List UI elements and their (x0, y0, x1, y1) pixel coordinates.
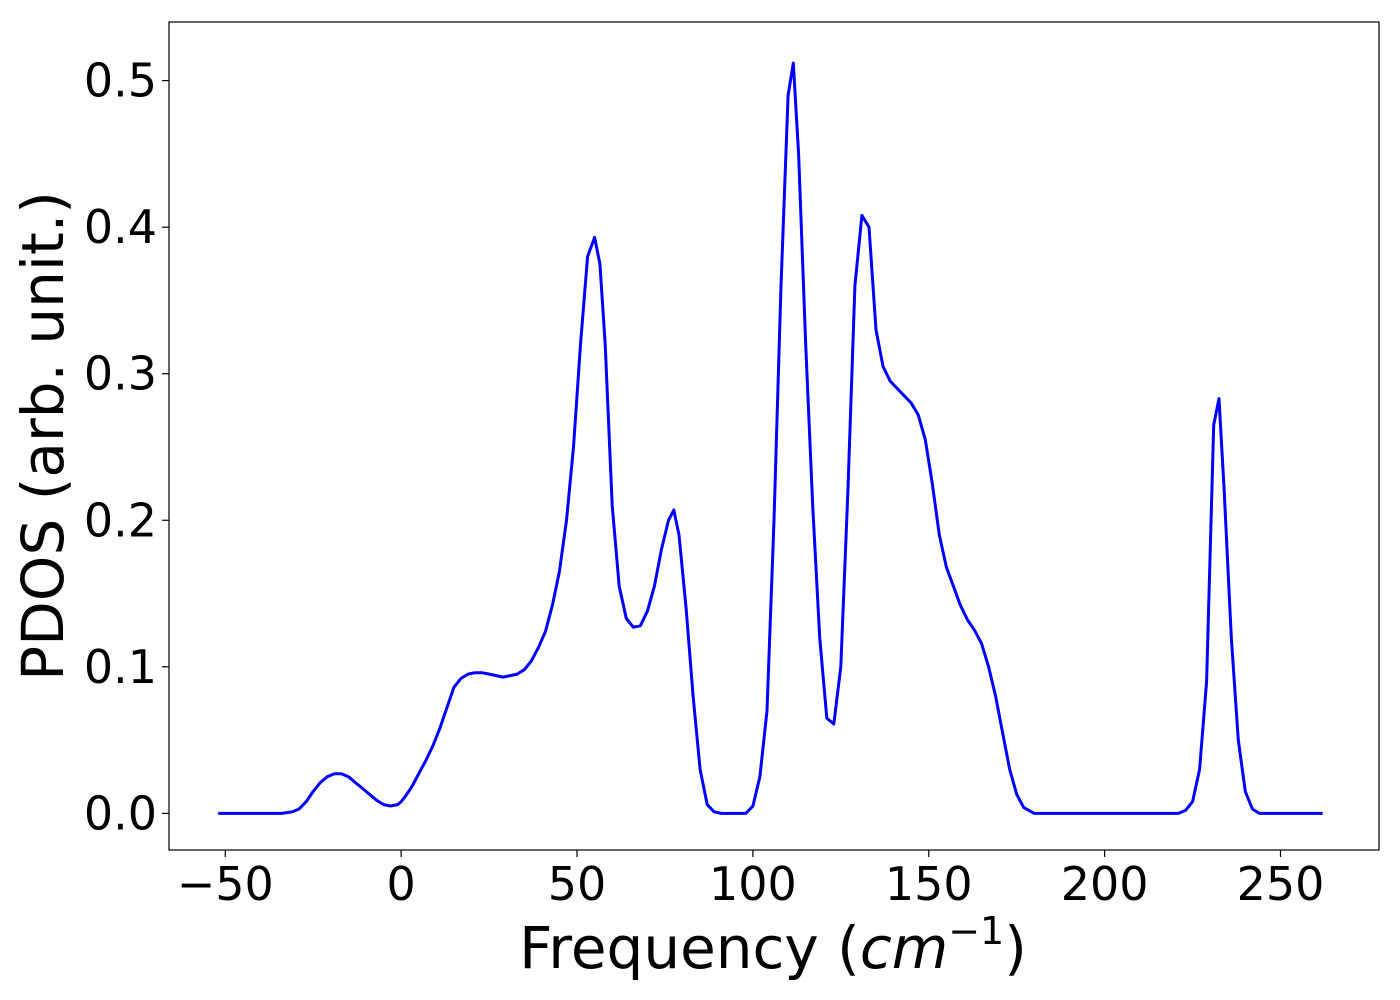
plot-frame (168, 21, 1380, 851)
x-axis-label-unit: cm (860, 914, 948, 982)
y-tick-label: 0.5 (84, 54, 157, 108)
x-tick-label: −50 (177, 857, 274, 911)
y-tick-label: 0.3 (84, 347, 157, 401)
x-axis-label-suffix: ) (1004, 914, 1027, 982)
y-axis-ticks: 0.0 0.1 0.2 0.3 0.4 0.5 (84, 54, 169, 840)
y-tick-label: 0.0 (84, 786, 157, 840)
series-group (218, 61, 1323, 815)
x-axis-label-prefix: Frequency ( (519, 914, 860, 982)
x-axis-label: Frequency (cm−1) (519, 909, 1027, 982)
pdos-series-line (218, 61, 1323, 815)
y-axis-label: PDOS (arb. unit.) (9, 191, 77, 681)
x-axis-label-exponent: −1 (948, 909, 1004, 953)
y-tick-label: 0.2 (84, 493, 157, 547)
x-tick-label: 0 (387, 857, 416, 911)
x-tick-label: 50 (548, 857, 607, 911)
x-tick-label: 200 (1061, 857, 1149, 911)
x-tick-label: 150 (885, 857, 973, 911)
y-tick-label: 0.1 (84, 640, 157, 694)
x-axis-ticks: −50 0 50 100 150 200 250 (177, 850, 1325, 911)
x-tick-label: 100 (709, 857, 797, 911)
y-tick-label: 0.4 (84, 200, 157, 254)
x-tick-label: 250 (1237, 857, 1325, 911)
